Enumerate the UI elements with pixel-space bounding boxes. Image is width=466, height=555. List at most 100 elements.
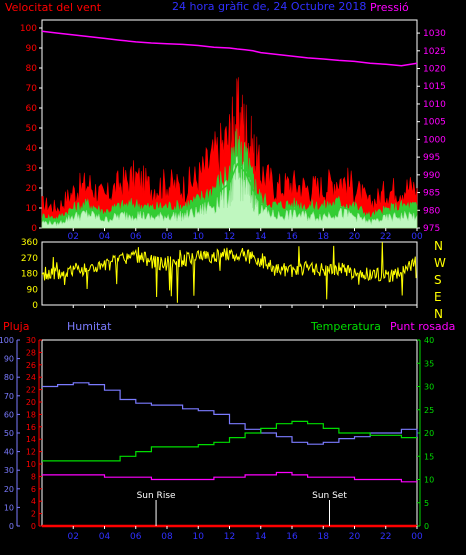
wind-speed-tick-label: 30: [26, 164, 38, 174]
direction-tick-label: 0: [32, 301, 38, 311]
wind-time-label: 10: [193, 232, 205, 242]
rain-tick-label: 6: [31, 485, 36, 494]
wind-speed-tick-label: 100: [20, 24, 37, 34]
wind-average-area: [41, 128, 418, 229]
wind-time-label: 14: [255, 232, 267, 242]
temperature-title: Temperatura: [310, 320, 381, 333]
rain-tick-label: 28: [26, 348, 36, 357]
humidity-tick-label: 50: [4, 429, 14, 438]
climate-time-label: 22: [380, 532, 391, 542]
wind-panel: 0102030405060708090100975980985990995100…: [20, 19, 446, 242]
rain-tick-label: 30: [26, 336, 36, 345]
direction-tick-label: 270: [21, 254, 38, 264]
rain-tick-label: 20: [26, 398, 36, 407]
wind-speed-tick-label: 50: [26, 124, 38, 134]
rain-tick-label: 16: [26, 423, 36, 432]
wind-time-label: 00: [411, 232, 423, 242]
temperature-tick-label: 20: [424, 429, 434, 438]
climate-panel: 0102030405060708090100024681012141618202…: [0, 336, 434, 542]
humidity-tick-label: 40: [4, 448, 14, 457]
humidity-tick-label: 90: [4, 355, 14, 364]
rain-tick-label: 22: [26, 386, 36, 395]
wind-time-label: 12: [224, 232, 235, 242]
rain-tick-label: 26: [26, 361, 36, 370]
wind-time-label: 16: [286, 232, 298, 242]
rain-tick-label: 4: [31, 497, 36, 506]
direction-label-w: W: [434, 256, 446, 270]
pressure-tick-label: 980: [423, 206, 440, 216]
wind-time-label: 22: [380, 232, 391, 242]
direction-tick-label: 180: [21, 270, 38, 280]
pressure-tick-label: 995: [423, 153, 440, 163]
temperature-tick-label: 5: [424, 499, 429, 508]
humidity-tick-label: 70: [4, 392, 14, 401]
dewpoint-line: [42, 471, 417, 483]
direction-tick-label: 90: [27, 285, 39, 295]
pressure-tick-label: 1015: [423, 82, 446, 92]
climate-time-label: 20: [349, 532, 361, 542]
wind-speed-tick-label: 10: [26, 204, 38, 214]
rain-title: Pluja: [3, 320, 29, 333]
humidity-tick-label: 10: [4, 503, 14, 512]
pressure-tick-label: 1025: [423, 47, 446, 57]
pressure-tick-label: 975: [423, 224, 440, 234]
pressure-line: [41, 30, 418, 67]
humidity-tick-label: 30: [4, 466, 14, 475]
dewpoint-title: Punt rosada: [390, 320, 455, 333]
wind-speed-title: Velocitat del vent: [5, 1, 102, 14]
direction-label-n1: N: [434, 239, 443, 253]
direction-label-e: E: [434, 290, 442, 304]
humidity-title: Humitat: [67, 320, 112, 333]
rain-tick-label: 8: [31, 472, 36, 481]
wind-speed-tick-label: 40: [26, 144, 38, 154]
pressure-tick-label: 985: [423, 189, 440, 199]
climate-time-label: 18: [318, 532, 330, 542]
wind-average-line: [41, 162, 417, 221]
temperature-tick-label: 40: [424, 336, 434, 345]
climate-time-label: 02: [68, 532, 79, 542]
rain-tick-label: 14: [26, 435, 36, 444]
rain-tick-label: 18: [26, 410, 36, 419]
wind-time-label: 20: [349, 232, 361, 242]
pressure-tick-label: 1030: [423, 29, 446, 39]
humidity-tick-label: 20: [4, 485, 14, 494]
humidity-tick-label: 80: [4, 373, 14, 382]
chart-date-title: 24 hora gràfic de, 24 Octubre 2018: [172, 0, 366, 13]
rain-tick-label: 10: [26, 460, 36, 469]
wind-time-label: 08: [161, 232, 173, 242]
pressure-tick-label: 1005: [423, 118, 446, 128]
rain-tick-label: 12: [26, 448, 36, 457]
climate-time-label: 12: [224, 532, 235, 542]
pressure-tick-label: 1010: [423, 100, 446, 110]
wind-time-label: 06: [130, 232, 142, 242]
direction-tick-label: 360: [21, 238, 38, 248]
wind-speed-tick-label: 70: [26, 84, 38, 94]
sunset-label: Sun Set: [312, 491, 347, 501]
pressure-tick-label: 1000: [423, 135, 446, 145]
temperature-tick-label: 10: [424, 476, 434, 485]
humidity-tick-label: 100: [0, 336, 14, 345]
temperature-tick-label: 30: [424, 383, 434, 392]
wind-time-label: 04: [99, 232, 111, 242]
temperature-tick-label: 15: [424, 452, 434, 461]
rain-tick-label: 24: [26, 373, 36, 382]
direction-label-n2: N: [434, 307, 443, 321]
wind-lowest-area: [41, 156, 418, 229]
climate-time-label: 00: [411, 532, 423, 542]
rain-tick-label: 2: [31, 510, 36, 519]
humidity-line: [42, 382, 418, 445]
climate-time-label: 16: [286, 532, 298, 542]
wind-speed-tick-label: 80: [26, 64, 38, 74]
humidity-tick-label: 60: [4, 410, 14, 419]
climate-time-label: 04: [99, 532, 111, 542]
direction-label-s: S: [434, 273, 442, 287]
climate-time-label: 10: [193, 532, 205, 542]
wind-direction-line: [41, 242, 417, 303]
wind-speed-tick-label: 20: [26, 184, 38, 194]
pressure-title: Pressió: [370, 1, 409, 14]
temperature-tick-label: 0: [424, 522, 429, 531]
wind-time-label: 18: [318, 232, 330, 242]
climate-time-label: 08: [161, 532, 173, 542]
wind-speed-tick-label: 0: [31, 224, 37, 234]
temperature-line: [42, 420, 417, 462]
